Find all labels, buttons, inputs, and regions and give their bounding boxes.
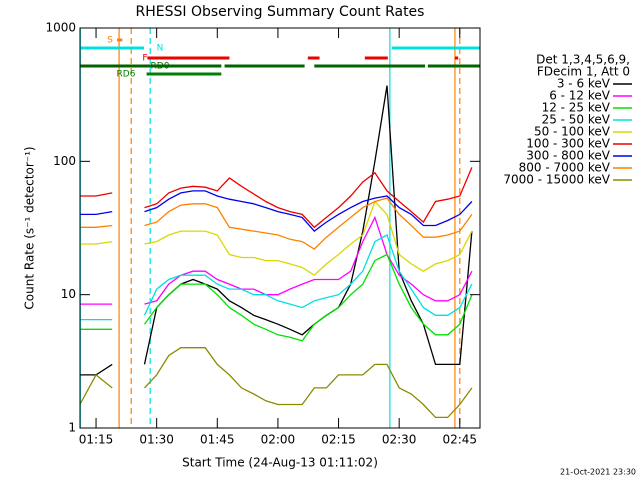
x-tick-label: 02:15 [321,433,356,447]
series-line [80,200,473,277]
legend-label: 800 - 7000 keV [519,161,611,175]
flag-label: RD6 [117,70,136,80]
series-line [80,167,473,229]
x-tick-label: 02:45 [442,433,477,447]
series-line [80,234,473,321]
legend-label: 100 - 300 keV [526,137,610,151]
y-axis-label: Count Rate (s⁻¹ detector⁻¹) [23,146,37,309]
x-tick-label: 01:15 [79,433,114,447]
footer: 21-Oct-2021 23:30 [560,468,636,477]
legend-label: 25 - 50 keV [542,113,611,127]
legend-label: 6 - 12 keV [549,89,611,103]
chart-title: RHESSI Observing Summary Count Rates [136,4,425,20]
series-line [80,197,473,250]
legend-label: 12 - 25 keV [542,101,611,115]
plot-frame [79,27,481,429]
x-axis-label: Start Time (24-Aug-13 01:11:02) [182,456,378,470]
series-line [80,253,473,342]
x-tick-label: 02:30 [382,433,417,447]
series-line [80,347,473,419]
flag-label: RD0 [151,62,170,72]
legend-label: 300 - 800 keV [526,149,610,163]
x-tick-label: 02:00 [261,433,296,447]
flag-label: N [157,44,164,54]
y-tick-label: 1000 [45,21,76,35]
flag-label: F [142,54,147,64]
legend-label: 50 - 100 keV [534,125,611,139]
series-line [80,190,473,232]
series-line [80,85,473,376]
x-tick-label: 01:45 [200,433,235,447]
flag-label: S [107,36,113,46]
y-tick-label: 10 [61,287,76,301]
legend-label: 7000 - 15000 keV [503,173,610,187]
y-tick-label: 1 [68,421,76,435]
legend-header: FDecim 1, Att 0 [537,65,630,79]
legend-label: 3 - 6 keV [557,77,611,91]
series-line [80,215,473,305]
y-tick-label: 100 [53,154,76,168]
legend-header: Det 1,3,4,5,6,9, [536,53,630,67]
x-tick-label: 01:30 [139,433,174,447]
